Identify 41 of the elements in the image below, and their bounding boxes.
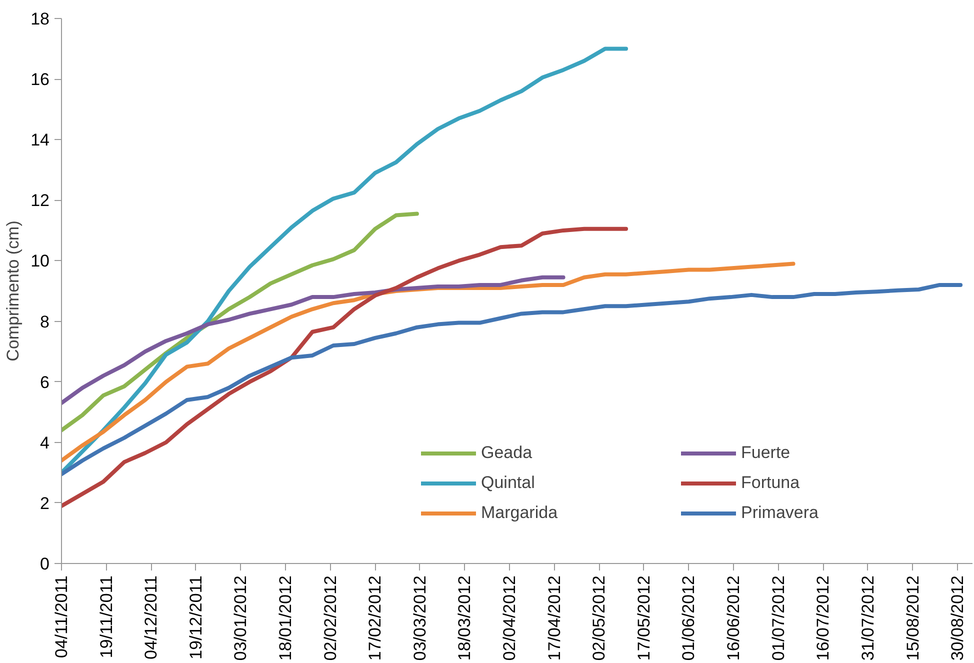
- x-tick-label: 02/05/2012: [590, 575, 609, 661]
- x-tick-label: 31/07/2012: [858, 575, 878, 661]
- y-tick-label: 10: [30, 252, 50, 271]
- x-tick-label: 02/04/2012: [500, 575, 520, 661]
- x-tick-label: 19/11/2011: [96, 575, 116, 658]
- legend-label: Margarida: [481, 503, 559, 523]
- y-tick-label: 0: [40, 554, 50, 574]
- x-tick-label: 01/07/2012: [768, 575, 788, 661]
- y-axis-title: Comprimento (cm): [4, 220, 23, 362]
- x-tick-label: 17/04/2012: [544, 575, 564, 661]
- legend-label: Primavera: [741, 503, 820, 523]
- x-tick-label: 30/08/2012: [948, 575, 968, 661]
- y-tick-label: 2: [40, 494, 50, 513]
- x-tick-label: 18/03/2012: [455, 575, 474, 661]
- y-tick-label: 8: [40, 312, 50, 332]
- x-tick-label: 04/12/2011: [142, 575, 161, 660]
- x-tick-label: 01/06/2012: [679, 575, 698, 661]
- x-tick-label: 17/02/2012: [366, 575, 385, 661]
- legend-label: Quintal: [481, 473, 536, 493]
- x-tick-label: 18/01/2012: [276, 575, 296, 661]
- x-tick-label: 17/05/2012: [634, 575, 654, 661]
- x-tick-label: 19/12/2011: [186, 575, 206, 660]
- legend-label: Geada: [481, 443, 534, 463]
- legend-label: Fortuna: [741, 473, 801, 493]
- y-tick-label: 16: [30, 70, 50, 90]
- x-tick-label: 04/11/2011: [52, 575, 71, 658]
- y-tick-label: 4: [40, 433, 50, 452]
- x-tick-label: 02/02/2012: [320, 575, 340, 661]
- y-tick-label: 14: [30, 130, 50, 150]
- y-tick-label: 18: [30, 10, 50, 28]
- y-tick-label: 6: [40, 372, 50, 392]
- line-series: [62, 212, 419, 432]
- x-tick-label: 16/07/2012: [814, 575, 833, 661]
- y-tick-label: 12: [30, 191, 50, 210]
- line-series: [62, 282, 963, 476]
- x-tick-label: 03/03/2012: [410, 575, 430, 661]
- x-tick-label: 15/08/2012: [903, 575, 922, 661]
- x-tick-label: 03/01/2012: [231, 575, 250, 661]
- line-series: [62, 275, 566, 406]
- legend-label: Fuerte: [741, 443, 792, 463]
- x-tick-label: 16/06/2012: [724, 575, 744, 661]
